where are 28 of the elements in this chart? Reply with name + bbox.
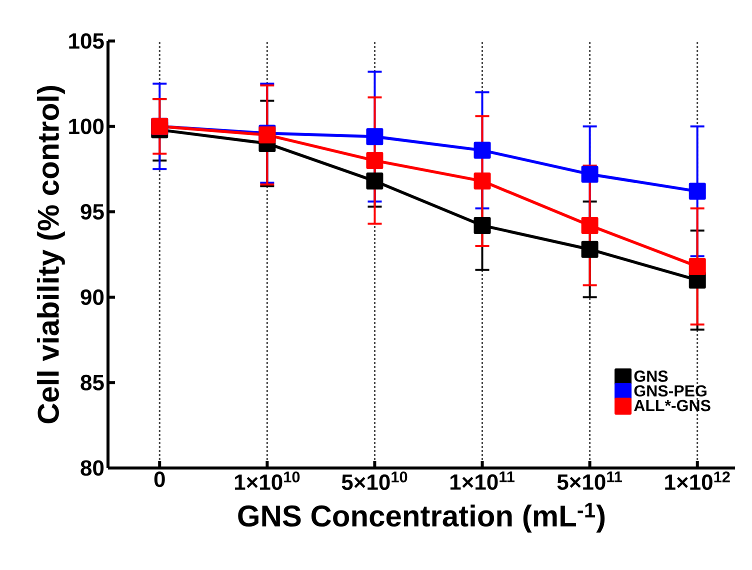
y-tick-label: 100 (69, 118, 104, 134)
point (688, 182, 706, 200)
x-axis-title: GNS Concentration (mL$^{-1}$) (238, 502, 605, 533)
point (366, 172, 384, 190)
x-tick-label: 5×10$^{11}$ (557, 472, 622, 490)
x-tick-label: 1×10$^{10}$ (234, 472, 300, 490)
y-tick-label: 80 (80, 460, 104, 476)
x-tick-label: 5×10$^{10}$ (342, 472, 408, 490)
legend-label: ALL*-GNS (634, 400, 710, 412)
y-tick-label: 95 (80, 204, 104, 220)
legend-label: GNS (634, 370, 668, 382)
y-axis-title: Cell viability (% control) (36, 86, 65, 424)
point (474, 172, 491, 190)
y-tick-label: 90 (80, 289, 104, 305)
point (366, 128, 384, 146)
legend-label: GNS-PEG (634, 385, 706, 397)
y-tick-label: 85 (80, 374, 104, 390)
point (581, 216, 598, 234)
point (688, 258, 706, 275)
x-tick-label: 1×10$^{11}$ (450, 472, 515, 490)
point (474, 216, 491, 234)
point (581, 240, 598, 258)
point (474, 142, 491, 159)
point (581, 166, 598, 183)
x-tick-label: 0 (154, 472, 165, 488)
x-tick-label: 1×10$^{12}$ (665, 472, 730, 490)
y-tick-label: 105 (69, 33, 104, 49)
point (366, 152, 384, 170)
